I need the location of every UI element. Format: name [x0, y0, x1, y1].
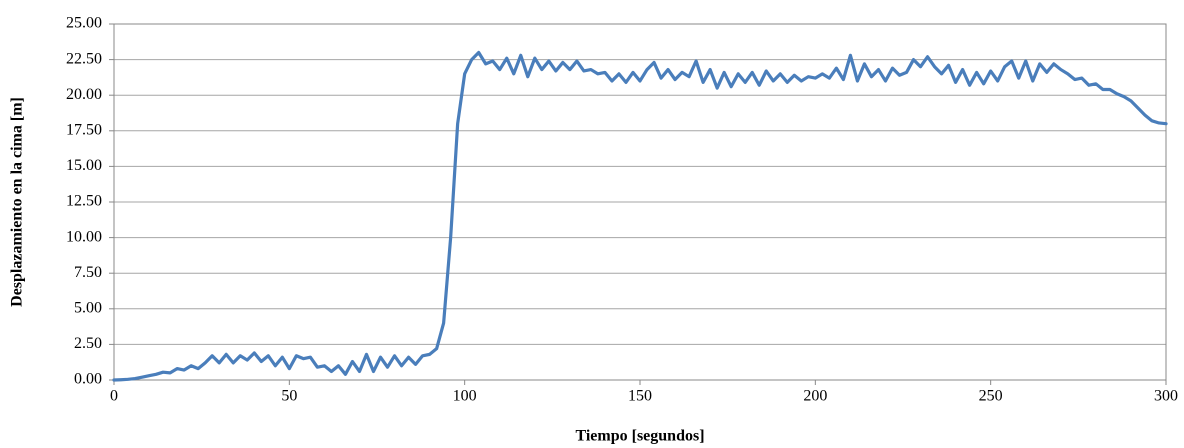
x-tick-label: 250 — [979, 388, 1003, 405]
x-tick-label: 300 — [1154, 388, 1178, 405]
x-tick-label: 0 — [110, 388, 118, 405]
y-tick-label: 5.00 — [74, 299, 102, 316]
y-tick-label: 25.00 — [66, 15, 102, 32]
x-tick-label: 50 — [281, 388, 297, 405]
y-tick-label: 15.00 — [66, 157, 102, 174]
y-tick-label: 2.50 — [74, 335, 102, 352]
y-tick-label: 22.50 — [66, 50, 102, 67]
y-tick-label: 20.00 — [66, 86, 102, 103]
y-tick-label: 7.50 — [74, 264, 102, 281]
x-tick-label: 200 — [803, 388, 827, 405]
y-tick-label: 17.50 — [66, 121, 102, 138]
x-axis-title: Tiempo [segundos] — [575, 428, 704, 445]
plot-border — [113, 23, 1167, 381]
y-axis-title: Desplazamiento en la cima [m] — [9, 97, 26, 307]
x-tick-label: 150 — [628, 388, 652, 405]
y-tick-label: 10.00 — [66, 228, 102, 245]
data-line — [112, 50, 1168, 382]
x-tick-label: 100 — [453, 388, 477, 405]
y-tick-label: 0.00 — [74, 371, 102, 388]
y-tick-label: 12.50 — [66, 193, 102, 210]
